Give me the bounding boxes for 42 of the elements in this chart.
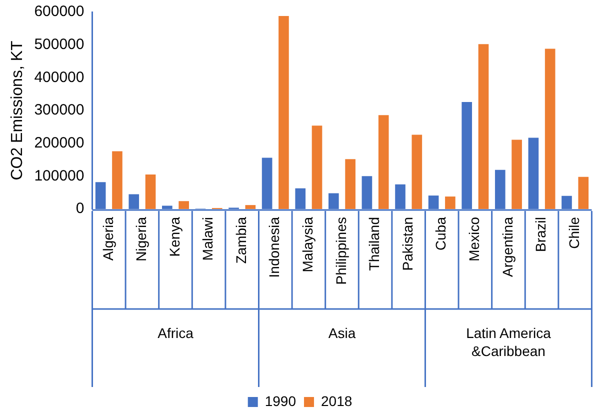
x-tick-label: Pakistan — [399, 217, 416, 271]
bar — [412, 134, 422, 209]
y-tick-label: 200000 — [34, 134, 84, 152]
x-tick-label: Mexico — [466, 216, 482, 262]
x-tick-label: Thailand — [366, 217, 382, 271]
x-tick-label: Malawi — [200, 217, 216, 261]
bar — [378, 115, 389, 209]
x-tick-label: Philippines — [332, 217, 349, 285]
bar — [145, 174, 156, 209]
bar — [445, 196, 456, 209]
y-tick-label: 400000 — [34, 68, 84, 86]
x-tick-label: Argentina — [499, 216, 516, 277]
x-tick-label: Kenya — [166, 216, 182, 257]
bar — [278, 16, 289, 209]
text: Latin America &Caribbean — [466, 324, 552, 359]
bar — [245, 205, 256, 209]
y-axis-title: CO2 Emissions, KT — [9, 40, 26, 180]
x-tick-label: Algeria — [100, 216, 116, 261]
x-tick-label: Nigeria — [133, 216, 150, 262]
bar — [544, 48, 556, 209]
legend-label: 2018 — [321, 392, 352, 409]
bar — [112, 151, 122, 209]
bar — [345, 159, 356, 209]
bar — [578, 176, 589, 209]
x-tick-label: Brazil — [532, 217, 549, 252]
x-tick-label: Malaysia — [300, 216, 316, 272]
y-tick-label: 300000 — [34, 102, 84, 119]
x-tick-label: Zambia — [232, 216, 249, 264]
bar — [312, 126, 322, 209]
x-tick-label: Cuba — [432, 216, 449, 250]
text: Africa — [158, 324, 194, 341]
bar — [512, 140, 522, 209]
x-tick-label: Chile — [566, 216, 582, 249]
y-tick-label: 600000 — [34, 3, 84, 20]
text: Asia — [328, 324, 356, 341]
legend-label: 1990 — [264, 392, 296, 409]
y-tick-label: 0 — [76, 200, 84, 218]
y-tick-label: 100000 — [34, 167, 84, 184]
bar — [178, 201, 189, 209]
x-tick-label: Indonesia — [266, 216, 282, 278]
y-tick-label: 500000 — [34, 36, 84, 53]
bar — [478, 44, 489, 209]
